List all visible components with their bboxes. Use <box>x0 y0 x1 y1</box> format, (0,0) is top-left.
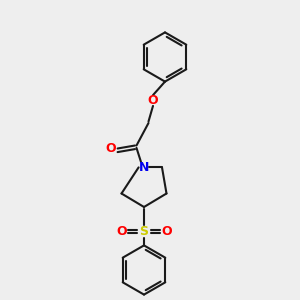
Text: O: O <box>148 94 158 107</box>
Text: O: O <box>106 142 116 155</box>
Text: S: S <box>140 225 148 238</box>
Text: O: O <box>116 225 127 238</box>
Text: N: N <box>139 161 149 174</box>
Text: O: O <box>161 225 172 238</box>
